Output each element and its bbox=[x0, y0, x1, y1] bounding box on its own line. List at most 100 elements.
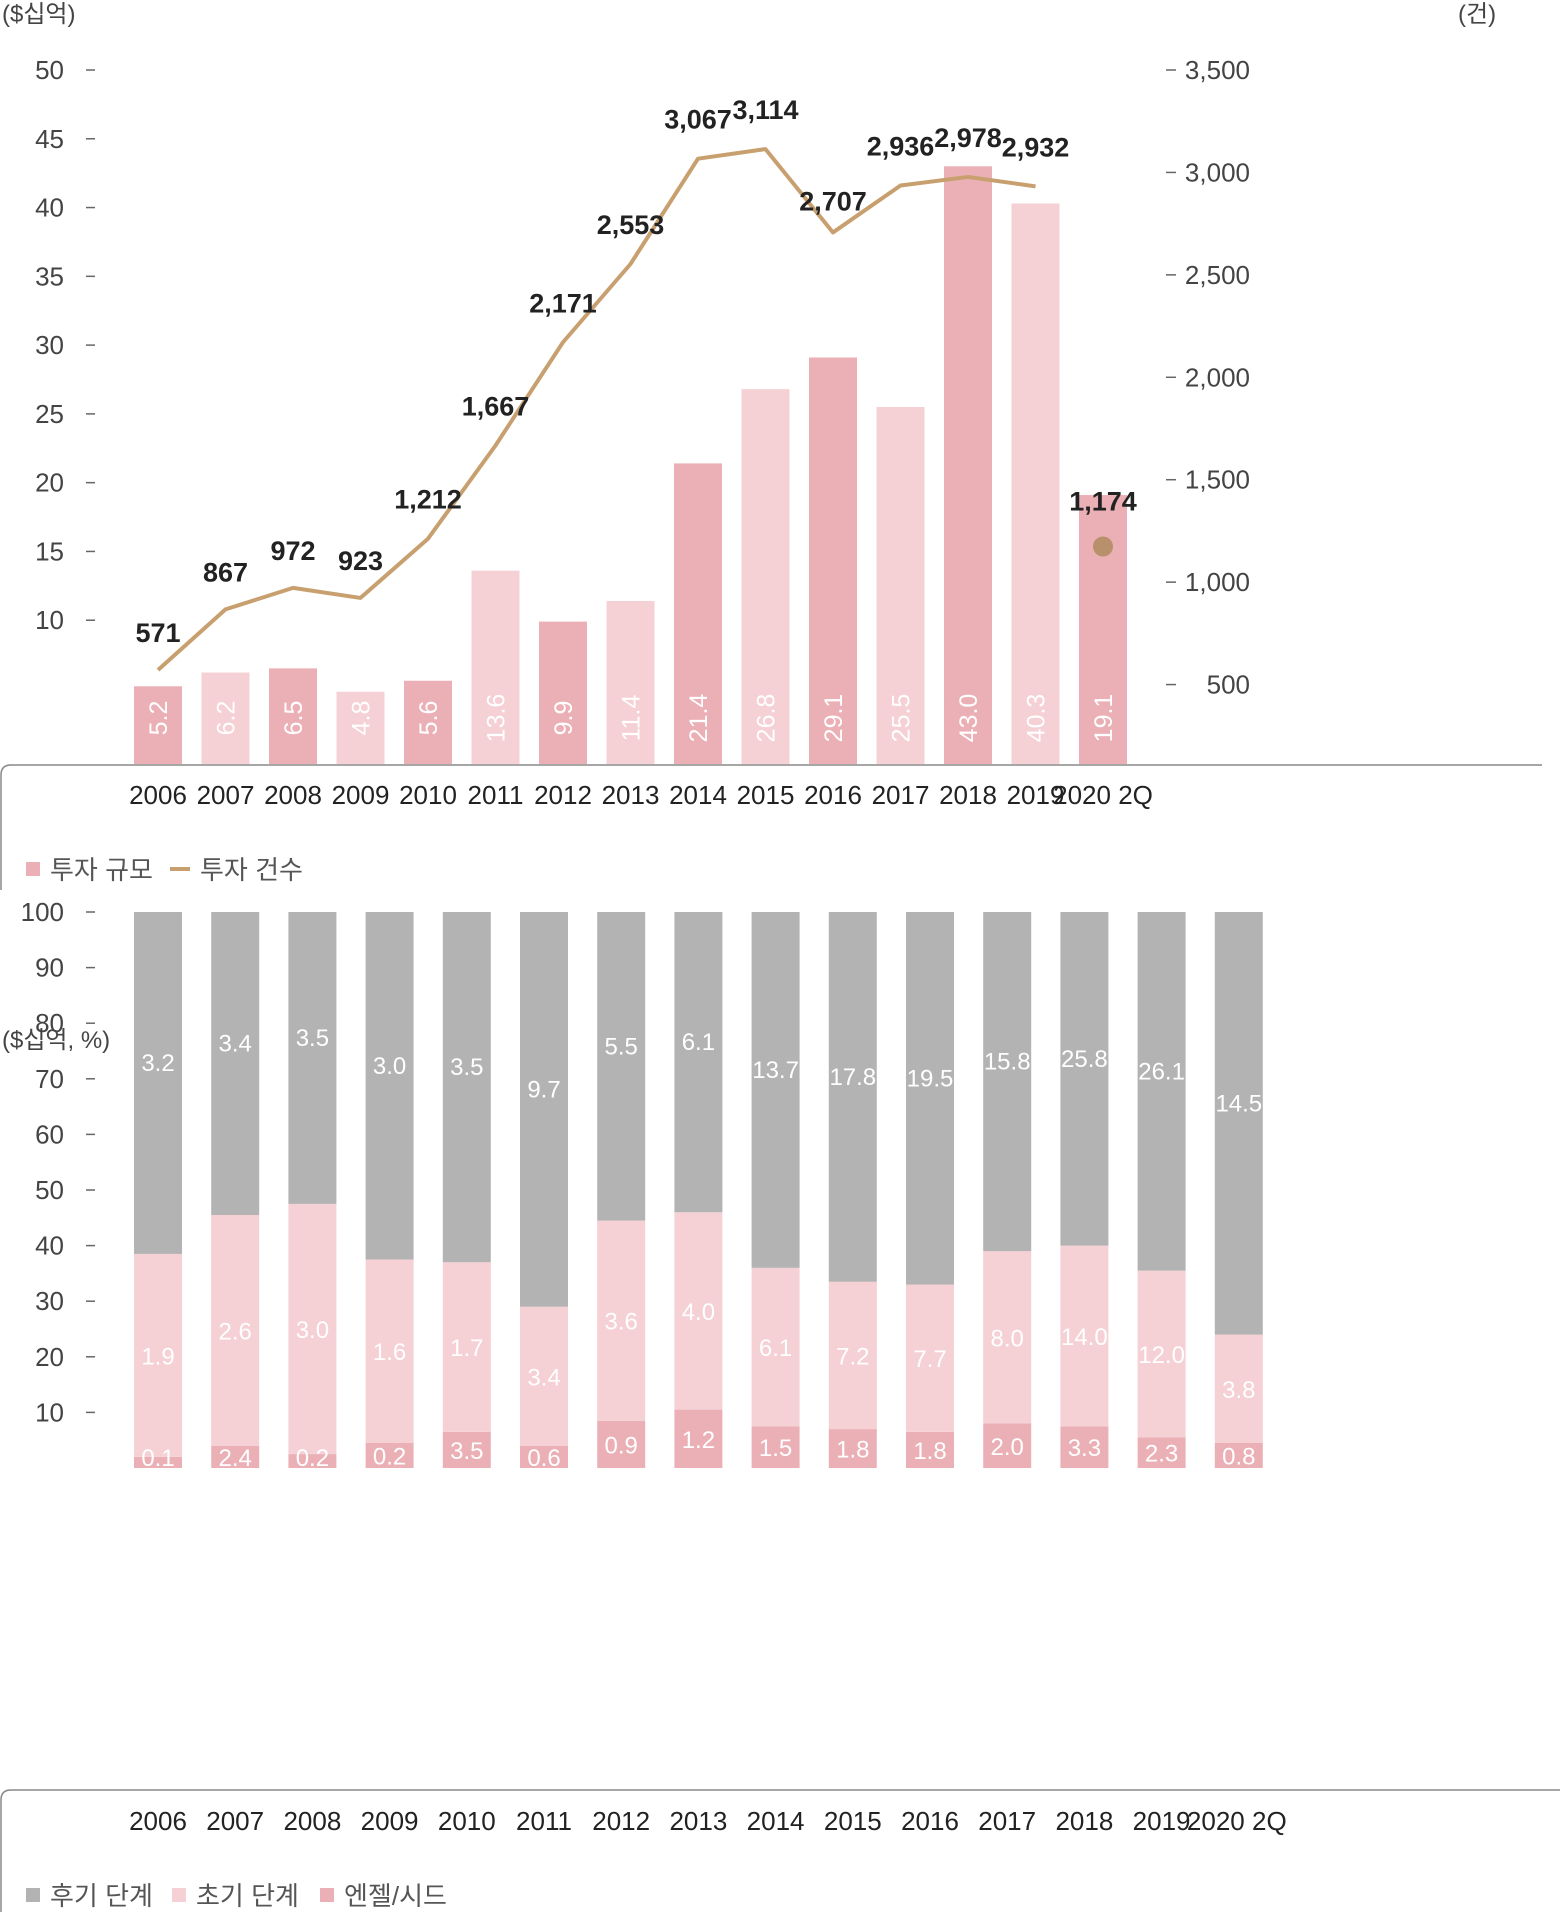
early-stage-label: 3.8 bbox=[1222, 1377, 1255, 1404]
investment-count-label: 867 bbox=[203, 557, 248, 587]
x-category-label: 2010 bbox=[438, 1806, 496, 1836]
y-tick-label: 80 bbox=[35, 1008, 64, 1038]
late-stage-segment bbox=[1060, 912, 1109, 1246]
x-category-label: 2017 bbox=[978, 1806, 1036, 1836]
x-category-label: 2009 bbox=[332, 780, 390, 810]
investment-count-label: 571 bbox=[135, 618, 180, 648]
late-stage-segment bbox=[597, 912, 646, 1221]
x-category-label: 2013 bbox=[602, 780, 660, 810]
late-stage-label: 6.1 bbox=[682, 1029, 715, 1056]
x-category-label: 2015 bbox=[737, 780, 795, 810]
y2-tick-label: 2,500 bbox=[1185, 260, 1250, 290]
x-category-label: 2020 2Q bbox=[1187, 1806, 1287, 1836]
early-stage-label: 8.0 bbox=[991, 1325, 1024, 1352]
investment-size-bar bbox=[876, 407, 925, 764]
late-stage-label: 13.7 bbox=[752, 1057, 799, 1084]
late-stage-label: 3.4 bbox=[219, 1031, 252, 1058]
angel-seed-label: 0.9 bbox=[605, 1432, 638, 1459]
late-stage-segment bbox=[906, 912, 954, 1285]
investment-size-bar bbox=[269, 668, 317, 764]
angel-seed-label: 2.3 bbox=[1145, 1441, 1178, 1468]
chart1-y-unit: ($십억) bbox=[2, 1, 76, 28]
investment-count-line bbox=[156, 147, 1036, 672]
x-category-label: 2018 bbox=[939, 780, 997, 810]
early-stage-label: 1.6 bbox=[373, 1339, 406, 1366]
early-stage-label: 14.0 bbox=[1061, 1324, 1108, 1351]
x-category-label: 2018 bbox=[1055, 1806, 1113, 1836]
y-tick-label: 45 bbox=[35, 124, 64, 154]
angel-seed-segment bbox=[674, 1409, 723, 1468]
investment-size-label: 6.5 bbox=[280, 701, 308, 736]
investment-count-marker bbox=[1093, 536, 1113, 557]
early-stage-segment bbox=[365, 1259, 414, 1443]
late-stage-segment bbox=[1214, 912, 1263, 1335]
investment-size-bar bbox=[336, 691, 385, 764]
late-stage-segment bbox=[983, 912, 1032, 1252]
y-tick-label: 30 bbox=[35, 1286, 64, 1316]
early-stage-segment bbox=[442, 1262, 491, 1432]
investment-size-bar bbox=[741, 389, 790, 764]
angel-seed-segment bbox=[751, 1426, 800, 1468]
angel-seed-segment bbox=[983, 1423, 1032, 1468]
investment-size-label: 43.0 bbox=[955, 694, 983, 743]
early-stage-label: 3.0 bbox=[296, 1317, 329, 1344]
investment-count-label: 2,171 bbox=[529, 288, 597, 318]
x-category-label: 2007 bbox=[197, 780, 255, 810]
investment-size-label: 13.6 bbox=[483, 694, 511, 743]
investment-count-label: 1,212 bbox=[394, 485, 462, 515]
investment-size-bar bbox=[674, 463, 722, 764]
early-stage-label: 2.6 bbox=[219, 1318, 252, 1345]
late-stage-segment bbox=[365, 912, 414, 1260]
angel-seed-label: 1.2 bbox=[682, 1427, 715, 1454]
investment-size-bar bbox=[944, 166, 992, 765]
x-category-label: 2006 bbox=[129, 780, 187, 810]
late-stage-label: 3.5 bbox=[296, 1025, 329, 1052]
investment-count-label: 3,114 bbox=[732, 95, 798, 125]
early-stage-label: 7.2 bbox=[836, 1343, 869, 1370]
late-stage-segment bbox=[520, 912, 568, 1307]
early-stage-segment bbox=[288, 1203, 337, 1455]
late-stage-segment bbox=[288, 912, 337, 1204]
investment-size-bar bbox=[1011, 203, 1060, 764]
y-tick-label: 10 bbox=[35, 1397, 64, 1427]
y-tick-label: 15 bbox=[35, 536, 64, 566]
late-stage-label: 3.5 bbox=[450, 1054, 483, 1081]
early-stage-segment bbox=[1214, 1334, 1263, 1443]
late-stage-segment bbox=[674, 912, 723, 1213]
angel-seed-label: 0.6 bbox=[527, 1445, 560, 1472]
early-stage-segment bbox=[828, 1281, 877, 1430]
investment-size-and-count-chart: ($십억) (건) 10 15 20 25 30 35 40 45 50 500 1,000 1,5… bbox=[0, 1, 1542, 890]
investment-size-label: 19.1 bbox=[1090, 694, 1118, 743]
x-category-label: 2007 bbox=[206, 1806, 264, 1836]
x-category-label: 2014 bbox=[669, 780, 727, 810]
x-category-label: 2008 bbox=[283, 1806, 341, 1836]
late-stage-label: 15.8 bbox=[984, 1049, 1031, 1076]
investment-size-bar bbox=[539, 621, 587, 764]
angel-seed-label: 1.8 bbox=[836, 1437, 869, 1464]
legend-swatch-angel-seed bbox=[320, 1888, 334, 1902]
late-stage-label: 25.8 bbox=[1061, 1046, 1108, 1073]
chart2-legend: 후기 단계 초기 단계 엔젤/시드 bbox=[26, 1881, 447, 1911]
early-stage-label: 4.0 bbox=[682, 1299, 715, 1326]
x-category-label: 2017 bbox=[872, 780, 930, 810]
y-tick-label: 40 bbox=[35, 193, 64, 223]
late-stage-segment bbox=[442, 912, 491, 1263]
investment-size-label: 11.4 bbox=[618, 695, 646, 742]
investment-size-bar bbox=[134, 686, 182, 764]
investment-count-label: 1,174 bbox=[1069, 486, 1137, 516]
angel-seed-label: 0.2 bbox=[296, 1445, 329, 1472]
legend-label-late-stage: 후기 단계 bbox=[50, 1881, 153, 1911]
legend-swatch-investment-size bbox=[26, 862, 40, 876]
early-stage-label: 7.7 bbox=[913, 1346, 946, 1373]
angel-seed-segment bbox=[134, 1456, 182, 1468]
investment-size-label: 26.8 bbox=[753, 694, 781, 743]
angel-seed-segment bbox=[1060, 1426, 1109, 1468]
x-category-label: 2006 bbox=[129, 1806, 187, 1836]
y2-tick-label: 2,000 bbox=[1185, 362, 1250, 392]
y-tick-label: 20 bbox=[35, 1342, 64, 1372]
x-category-label: 2020 2Q bbox=[1053, 780, 1153, 810]
y-tick-label: 70 bbox=[35, 1064, 64, 1094]
early-stage-label: 3.6 bbox=[605, 1309, 638, 1336]
investment-size-label: 9.9 bbox=[550, 701, 578, 736]
early-stage-label: 3.4 bbox=[527, 1364, 560, 1391]
